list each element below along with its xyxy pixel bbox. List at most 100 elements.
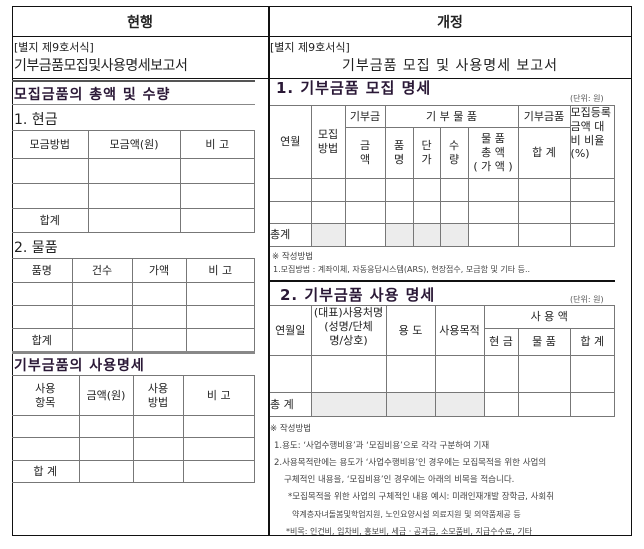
th: 품명 xyxy=(12,258,73,283)
cell[interactable] xyxy=(344,223,386,247)
divider xyxy=(12,80,255,82)
cell[interactable] xyxy=(12,305,73,329)
cell[interactable] xyxy=(517,178,571,202)
th-item: 품 명 xyxy=(384,127,414,179)
cell[interactable] xyxy=(569,178,616,202)
cell[interactable] xyxy=(310,201,346,224)
cell[interactable] xyxy=(182,437,255,461)
cell[interactable] xyxy=(467,201,519,224)
cell[interactable] xyxy=(344,201,386,224)
cell[interactable] xyxy=(185,282,255,306)
cell[interactable] xyxy=(270,178,312,202)
th-sum-group: 기부금품 xyxy=(517,105,571,128)
cell[interactable] xyxy=(310,178,346,202)
cell[interactable] xyxy=(12,158,89,184)
goods-title: 2. 물품 xyxy=(14,240,58,256)
cell[interactable] xyxy=(182,415,255,438)
cell[interactable] xyxy=(569,201,616,224)
cell[interactable] xyxy=(467,223,519,247)
cell[interactable] xyxy=(87,158,181,184)
column-divider xyxy=(268,6,270,536)
cell[interactable] xyxy=(12,183,89,209)
cell[interactable] xyxy=(569,392,615,417)
right-form-number: [별지 제9호서식] xyxy=(270,41,350,54)
cell[interactable] xyxy=(384,201,414,224)
cell[interactable] xyxy=(384,178,414,202)
note-line: 2.사용목적란에는 용도가 ‘사업수행비용’인 경우에는 모집목적을 위한 사업… xyxy=(274,458,547,468)
usage-table: 사용 항목 금액(원) 사용 방법 비 고 합 계 xyxy=(12,375,255,483)
note-line: ※ 작성방법 xyxy=(270,424,312,434)
cell[interactable] xyxy=(483,392,519,417)
cell[interactable] xyxy=(179,183,255,209)
cell[interactable] xyxy=(78,415,134,438)
cell[interactable] xyxy=(517,355,571,393)
cell[interactable] xyxy=(569,223,616,247)
collection-table: 연월 모집 방법 기부금 기 부 물 품 기부금품 모집등록 금액 대 비 비율 (%) … xyxy=(270,105,616,247)
cell-disabled xyxy=(439,223,469,247)
cell[interactable] xyxy=(439,201,469,224)
cell[interactable] xyxy=(182,460,255,483)
cell[interactable] xyxy=(179,208,255,233)
cash-title: 1. 현금 xyxy=(14,112,58,128)
cell[interactable] xyxy=(517,392,571,417)
th: 가액 xyxy=(131,258,187,283)
cell[interactable] xyxy=(132,460,184,483)
cell[interactable] xyxy=(12,415,80,438)
th: 금액(원) xyxy=(78,375,134,416)
cell-disabled xyxy=(385,392,436,417)
th-goods: 기 부 물 품 xyxy=(384,105,519,128)
cell[interactable] xyxy=(517,201,571,224)
cell[interactable] xyxy=(78,460,134,483)
th-amount: 사 용 액 xyxy=(483,305,615,329)
cell[interactable] xyxy=(434,355,485,393)
total-label: 총 계 xyxy=(270,392,312,417)
cell[interactable] xyxy=(483,355,519,393)
s1-note-title: ※ 작성방법 xyxy=(272,252,314,262)
cell[interactable] xyxy=(270,201,312,224)
cell[interactable] xyxy=(12,282,73,306)
cell[interactable] xyxy=(185,328,255,353)
cell[interactable] xyxy=(131,305,187,329)
cell[interactable] xyxy=(310,355,387,393)
cell[interactable] xyxy=(71,305,133,329)
cell[interactable] xyxy=(270,355,312,393)
note-line: 구체적인 내용을, ‘모집비용’인 경우에는 아래의 비목을 적습니다. xyxy=(284,475,515,485)
th-sum: 합 계 xyxy=(569,328,615,356)
cell[interactable] xyxy=(467,178,519,202)
cell[interactable] xyxy=(87,183,181,209)
th-ratio: 모집등록 금액 대 비 비율 (%) xyxy=(569,105,616,179)
cell[interactable] xyxy=(517,223,571,247)
cell[interactable] xyxy=(132,415,184,438)
cell[interactable] xyxy=(71,282,133,306)
th: 모금액(원) xyxy=(87,130,181,159)
divider xyxy=(12,104,255,105)
cell[interactable] xyxy=(87,208,181,233)
note-line: *모집목적을 위한 사업의 구체적인 내용 예시: 미래인재개발 장학금, 사회… xyxy=(288,492,555,502)
cell[interactable] xyxy=(185,305,255,329)
left-form-title: 기부금품모집및사용명세보고서 xyxy=(14,58,188,74)
cell[interactable] xyxy=(439,178,469,202)
divider xyxy=(12,351,255,354)
left-section2-title: 기부금품의 사용명세 xyxy=(14,358,145,374)
cell[interactable] xyxy=(569,355,615,393)
th: 사용 방법 xyxy=(132,375,184,416)
cell[interactable] xyxy=(131,282,187,306)
cell[interactable] xyxy=(71,328,133,353)
th-money: 기부금 xyxy=(344,105,386,128)
cell-disabled xyxy=(412,223,441,247)
cell[interactable] xyxy=(12,437,80,461)
cell-disabled xyxy=(310,223,346,247)
cell[interactable] xyxy=(412,201,441,224)
th: 사용 항목 xyxy=(12,375,80,416)
cell[interactable] xyxy=(132,437,184,461)
s2-unit: (단위: 원) xyxy=(570,295,604,304)
cell[interactable] xyxy=(412,178,441,202)
cell[interactable] xyxy=(385,355,436,393)
cell[interactable] xyxy=(344,178,386,202)
cell[interactable] xyxy=(179,158,255,184)
left-section1-title: 모집금품의 총액 및 수량 xyxy=(14,87,171,103)
cell[interactable] xyxy=(78,437,134,461)
cell[interactable] xyxy=(131,328,187,353)
th-user: (대표)사용처명 (성명/단체 명/상호) xyxy=(310,305,387,356)
revised-header: 개정 xyxy=(437,15,463,31)
